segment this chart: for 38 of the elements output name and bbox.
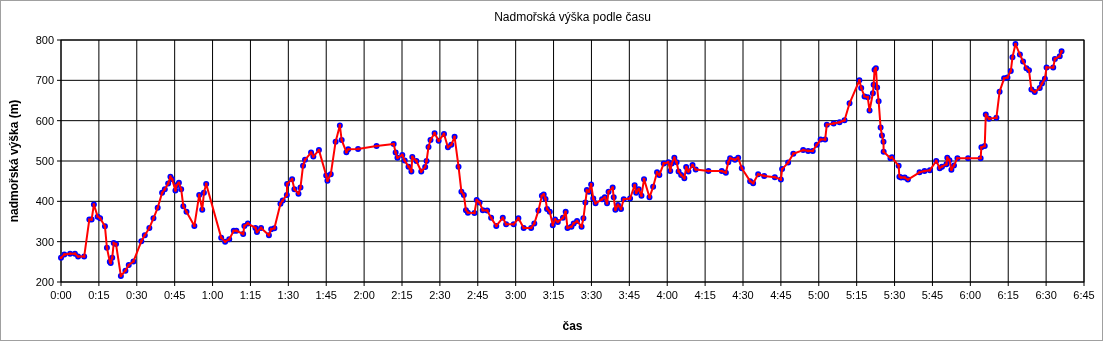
x-tick-label: 0:45 [163,289,186,301]
x-tick-label: 2:45 [467,289,489,301]
x-tick-label: 6:45 [1073,289,1095,301]
x-tick-label: 1:00 [201,289,224,301]
y-tick-label: 300 [35,235,54,248]
x-tick-label: 5:00 [808,289,830,301]
x-tick-label: 2:00 [353,289,375,301]
x-tick-label: 4:30 [732,289,754,301]
x-tick-label: 3:15 [542,289,565,301]
x-tick-label: 1:15 [239,289,262,301]
x-tick-label: 3:30 [580,289,603,301]
x-tick-label: 3:00 [504,289,527,301]
x-tick-label: 0:30 [126,289,148,301]
x-tick-label: 5:30 [883,289,906,301]
x-tick-label: 2:30 [429,289,451,301]
x-tick-label: 6:30 [1035,289,1057,301]
x-tick-label: 6:00 [959,289,982,301]
y-tick-label: 700 [35,74,54,87]
x-tick-label: 0:15 [88,289,110,301]
x-axis-title: čas [562,319,583,333]
x-tick-label: 4:15 [694,289,716,301]
x-tick-label: 2:15 [391,289,413,301]
x-tick-label: 4:45 [770,289,792,301]
y-tick-label: 500 [35,155,54,167]
chart-title: Nadmořská výška podle času [494,10,651,24]
y-axis-title: nadmořská výška (m) [7,99,21,223]
y-tick-label: 600 [35,114,54,127]
x-tick-label: 6:15 [997,289,1019,301]
x-tick-label: 1:30 [277,289,300,301]
y-tick-label: 400 [35,195,54,208]
x-tick-label: 1:45 [315,289,337,301]
x-tick-label: 3:45 [618,289,641,301]
x-tick-label: 5:15 [845,289,868,301]
y-tick-label: 200 [35,276,54,288]
x-tick-label: 4:00 [656,289,678,301]
y-tick-label: 800 [35,34,54,46]
x-tick-label: 5:45 [921,289,944,301]
x-tick-label: 0:00 [50,289,72,301]
